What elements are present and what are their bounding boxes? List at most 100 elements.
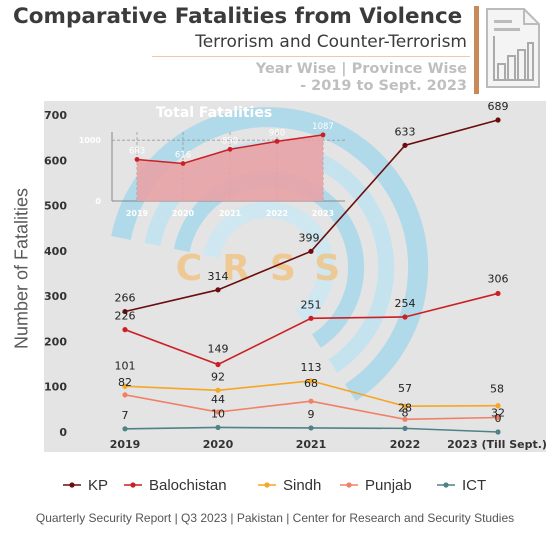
x-tick-label: 2020 (203, 438, 234, 451)
data-label: 266 (115, 292, 136, 305)
legend-label: Balochistan (149, 477, 227, 494)
inset-data-label: 850 (222, 136, 238, 146)
data-label: 8 (402, 406, 409, 419)
legend-label: ICT (462, 477, 486, 494)
inset-title: Total Fatalities (156, 105, 272, 121)
data-point-sindh (122, 383, 128, 389)
legend-item-sindh: Sindh (258, 477, 321, 494)
inset-x-tick: 2023 (312, 209, 334, 218)
legend-marker (346, 482, 352, 488)
y-tick-label: 0 (59, 426, 67, 439)
inset-point (134, 157, 140, 162)
data-label: 44 (211, 393, 225, 406)
data-label: 0 (495, 412, 502, 425)
data-label: 57 (398, 382, 412, 395)
title-divider (152, 56, 470, 57)
legend-item-balochistan: Balochistan (124, 477, 227, 494)
page-title: Comparative Fatalities from Violence (13, 4, 463, 29)
inset-data-label: 1087 (312, 122, 334, 132)
data-label: 306 (488, 272, 509, 285)
data-label: 10 (211, 407, 225, 420)
y-tick-label: 500 (44, 200, 67, 213)
inset-x-tick: 2020 (172, 209, 195, 218)
data-label: 82 (118, 376, 132, 389)
x-tick-label: 2019 (110, 438, 141, 451)
legend-marker (443, 482, 449, 488)
data-label: 9 (308, 408, 315, 421)
data-point-sindh (402, 403, 408, 409)
inset-point (180, 161, 186, 166)
data-point-punjab (402, 416, 408, 422)
data-label: 251 (301, 298, 322, 311)
data-point-ict (122, 426, 128, 432)
data-point-sindh (308, 378, 314, 384)
y-tick-label: 700 (44, 109, 67, 122)
data-label: 7 (122, 409, 129, 422)
data-point-punjab (308, 398, 314, 404)
data-point-balochistan (122, 327, 128, 333)
legend-marker (69, 482, 75, 488)
inset-x-tick: 2019 (126, 209, 149, 218)
inset-data-label: 980 (269, 128, 285, 138)
data-label: 314 (208, 270, 229, 283)
report-chart-icon (486, 8, 540, 88)
data-point-kp (402, 142, 408, 148)
data-point-kp (215, 287, 221, 293)
data-point-ict (402, 425, 408, 431)
series-layer (122, 117, 501, 435)
data-point-sindh (215, 387, 221, 393)
data-label: 689 (488, 100, 509, 113)
data-point-kp (122, 308, 128, 315)
inset-data-label: 616 (175, 151, 191, 161)
data-point-balochistan (308, 315, 314, 321)
inset-y-tick: 0 (95, 197, 101, 206)
data-label: 113 (301, 361, 322, 374)
data-point-ict (308, 425, 314, 431)
data-label: 254 (395, 297, 416, 310)
data-point-balochistan (495, 290, 501, 297)
inset-x-tick: 2021 (219, 209, 242, 218)
inset-point (227, 146, 233, 152)
data-point-punjab (495, 414, 501, 421)
y-tick-label: 600 (44, 154, 67, 167)
legend-label: Punjab (365, 477, 412, 494)
legend: KP Balochistan Sindh Punjab ICT (63, 477, 486, 494)
page-subtitle: Terrorism and Counter-Terrorism (195, 32, 467, 52)
footer-text: Quarterly Security Report | Q3 2023 | Pa… (35, 511, 515, 525)
data-point-punjab (215, 409, 221, 415)
data-point-sindh (495, 403, 501, 409)
data-point-punjab (122, 392, 128, 398)
data-label: 226 (115, 310, 136, 323)
data-label: 58 (490, 383, 504, 396)
data-label: 32 (491, 407, 505, 420)
x-tick-label: 2022 (390, 438, 421, 451)
inset-y-tick: 1000 (79, 136, 102, 145)
data-label: 149 (208, 343, 229, 356)
data-point-balochistan (402, 314, 408, 320)
inset-point (320, 132, 326, 138)
watermark-arc (111, 107, 429, 401)
watermark-arc (203, 201, 335, 323)
inset-x-tick: 2022 (266, 209, 288, 218)
watermark-text: CRSS (176, 248, 360, 289)
data-point-kp (495, 117, 501, 123)
inset-data-label: 683 (129, 146, 145, 156)
accent-bar (474, 6, 479, 94)
data-label: 28 (398, 401, 412, 414)
x-tick-label: 2021 (296, 438, 327, 451)
y-tick-label: 100 (44, 381, 67, 394)
legend-marker (130, 482, 136, 488)
y-tick-label: 300 (44, 290, 67, 303)
legend-item-punjab: Punjab (340, 477, 412, 494)
inset-point (274, 138, 280, 144)
legend-label: KP (88, 477, 108, 494)
data-label: 92 (211, 370, 225, 383)
legend-marker (264, 482, 270, 488)
data-point-balochistan (215, 361, 221, 368)
data-label: 633 (395, 125, 416, 138)
data-point-kp (308, 248, 314, 254)
legend-label: Sindh (283, 477, 321, 494)
inset-area (137, 134, 323, 201)
